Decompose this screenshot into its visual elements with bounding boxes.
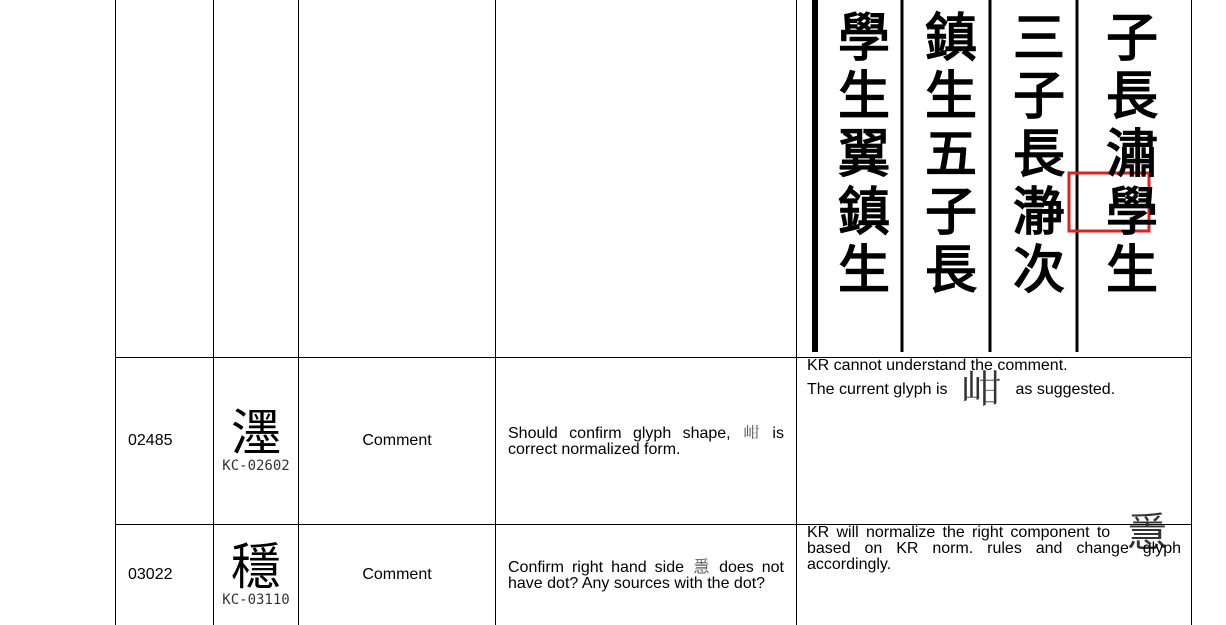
scan-image: 學生翼鎮生鎮生五子長三子長瀞次子長潚學生 <box>797 0 1191 352</box>
cell: 02485 <box>116 358 214 525</box>
scan-column: 三子長瀞次 <box>1004 10 1065 300</box>
comment-text: Should confirm glyph shape, <box>508 425 731 442</box>
scan-column: 鎮生五子長 <box>916 10 977 300</box>
table-row: 學生翼鎮生鎮生五子長三子長瀞次子長潚學生 <box>116 0 1192 358</box>
entry-id: 03022 <box>128 566 173 583</box>
cell: 03022 <box>116 525 214 625</box>
cell: Comment <box>299 358 496 525</box>
response-text: based on KR norm. rules and change glyph… <box>807 540 1181 573</box>
component: 㥯 <box>684 557 719 576</box>
glyph: 穩 <box>214 542 298 592</box>
scan-column: 子長潚學生 <box>1097 10 1158 300</box>
response-text: KR will normalize the right component to <box>807 524 1110 541</box>
cell: KR cannot understand the comment. The cu… <box>797 358 1192 525</box>
response-text: The current glyph is <box>807 381 948 398</box>
cell <box>299 0 496 358</box>
response-text: as suggested. <box>1016 381 1116 398</box>
type: Comment <box>362 432 431 449</box>
response-para: KR will normalize the right component to… <box>807 525 1181 573</box>
scan-column: 學生翼鎮生 <box>829 10 890 300</box>
cell: 學生翼鎮生鎮生五子長三子長瀞次子長潚學生 <box>797 0 1192 358</box>
glyph: 濹 <box>214 408 298 458</box>
type: Comment <box>362 566 431 583</box>
component: 𡶑 <box>731 423 773 442</box>
glyph-code: KC-03110 <box>214 592 298 608</box>
cell <box>214 0 299 358</box>
cell <box>116 0 214 358</box>
cell: KR will normalize the right component to… <box>797 525 1192 625</box>
glyph-code: KC-02602 <box>214 458 298 474</box>
component: 𡶑 <box>948 367 1016 413</box>
cell <box>496 0 797 358</box>
cell: Comment <box>299 525 496 625</box>
entry-id: 02485 <box>128 432 173 449</box>
comment-text: Confirm right hand side <box>508 559 684 576</box>
